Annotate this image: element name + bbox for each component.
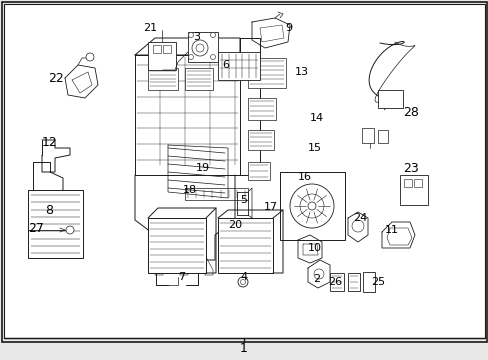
Circle shape [196, 44, 203, 52]
Bar [163, 45, 171, 53]
Bar [153, 45, 161, 53]
Circle shape [299, 194, 324, 218]
Bar [218, 52, 260, 80]
Text: 15: 15 [307, 143, 321, 153]
Bar [218, 218, 272, 273]
Circle shape [313, 269, 324, 279]
Bar [187, 32, 218, 62]
Text: 9: 9 [285, 23, 291, 33]
Text: 28: 28 [402, 105, 418, 118]
Bar [377, 130, 387, 143]
Text: 19: 19 [196, 163, 210, 173]
Bar [28, 190, 83, 258]
Circle shape [188, 54, 193, 59]
Bar [247, 58, 285, 88]
Bar [347, 273, 359, 291]
Bar [184, 68, 213, 90]
Bar [399, 175, 427, 205]
Bar [148, 218, 205, 273]
Text: 1: 1 [240, 342, 247, 355]
Text: 25: 25 [370, 277, 385, 287]
Circle shape [66, 226, 74, 234]
Text: 10: 10 [307, 243, 321, 253]
Text: 3: 3 [193, 32, 200, 42]
Circle shape [210, 32, 215, 37]
Circle shape [240, 279, 245, 284]
Bar [247, 162, 269, 180]
Circle shape [210, 54, 215, 59]
Circle shape [238, 277, 247, 287]
Circle shape [289, 184, 333, 228]
Bar [280, 172, 345, 240]
Bar [403, 179, 411, 187]
Bar [148, 42, 176, 70]
Circle shape [188, 32, 193, 37]
Text: 26: 26 [327, 277, 342, 287]
Bar [135, 55, 240, 175]
Text: 12: 12 [42, 135, 58, 148]
Text: 14: 14 [309, 113, 324, 123]
Circle shape [351, 220, 363, 232]
Text: 23: 23 [402, 162, 418, 175]
Text: 24: 24 [352, 213, 366, 223]
Text: 11: 11 [384, 225, 398, 235]
Text: 27: 27 [28, 221, 44, 234]
Text: 6: 6 [222, 60, 228, 70]
Text: 22: 22 [48, 72, 63, 85]
Bar [247, 130, 273, 150]
Circle shape [307, 202, 315, 210]
Bar [361, 128, 373, 143]
Text: 16: 16 [297, 172, 311, 182]
Bar [362, 272, 374, 292]
Text: 4: 4 [240, 272, 246, 282]
Text: 2: 2 [312, 274, 320, 284]
Circle shape [192, 40, 207, 56]
Text: 18: 18 [183, 185, 197, 195]
Text: 7: 7 [178, 272, 185, 282]
Text: 21: 21 [142, 23, 157, 33]
Bar [247, 98, 275, 120]
Bar [329, 273, 343, 291]
Bar [413, 179, 421, 187]
Text: 20: 20 [227, 220, 242, 230]
Bar [377, 90, 402, 108]
Text: 8: 8 [45, 203, 53, 216]
Text: 13: 13 [294, 67, 308, 77]
Text: 17: 17 [264, 202, 278, 212]
Circle shape [86, 53, 94, 61]
Bar [148, 68, 178, 90]
Text: 5: 5 [240, 195, 246, 205]
